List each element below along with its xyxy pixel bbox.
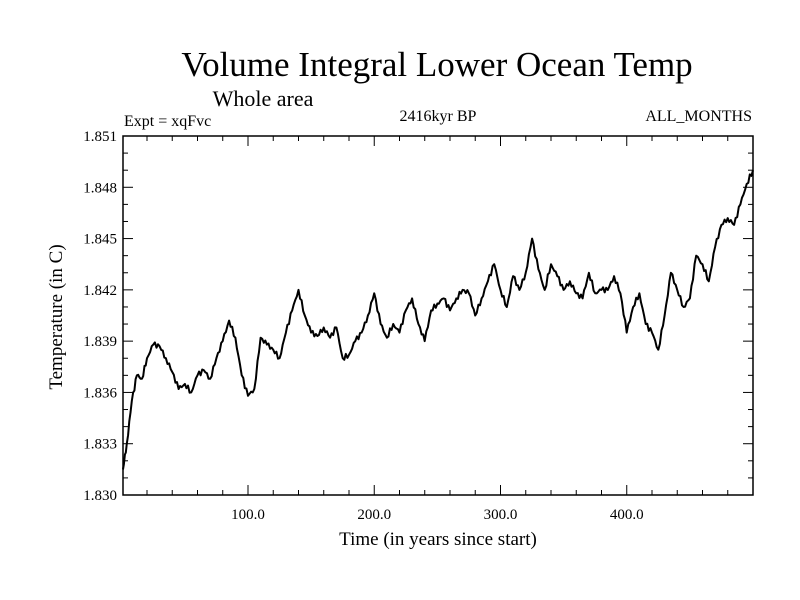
y-tick-label: 1.833 (83, 437, 117, 453)
x-tick-label: 200.0 (357, 507, 391, 523)
x-axis-label: Time (in years since start) (339, 529, 537, 550)
series-line (122, 169, 754, 470)
x-tick-label: 100.0 (231, 507, 265, 523)
chart-title: Volume Integral Lower Ocean Temp (181, 45, 692, 84)
y-tick-label: 1.851 (83, 129, 117, 145)
chart-subtitle: Whole area (213, 86, 314, 111)
plot-area (122, 135, 754, 496)
experiment-label: Expt = xqFvc (124, 113, 211, 130)
y-tick-label: 1.839 (83, 334, 117, 350)
x-tick-label: 400.0 (610, 507, 644, 523)
y-tick-label: 1.842 (83, 283, 117, 299)
months-label: ALL_MONTHS (645, 108, 752, 125)
y-tick-label: 1.848 (83, 180, 117, 196)
period-label: 2416kyr BP (400, 108, 477, 125)
y-axis-label: Temperature (in C) (46, 244, 67, 389)
y-tick-label: 1.845 (83, 232, 117, 248)
y-tick-label: 1.836 (83, 385, 117, 401)
y-tick-label: 1.830 (83, 488, 117, 504)
x-tick-label: 300.0 (484, 507, 518, 523)
